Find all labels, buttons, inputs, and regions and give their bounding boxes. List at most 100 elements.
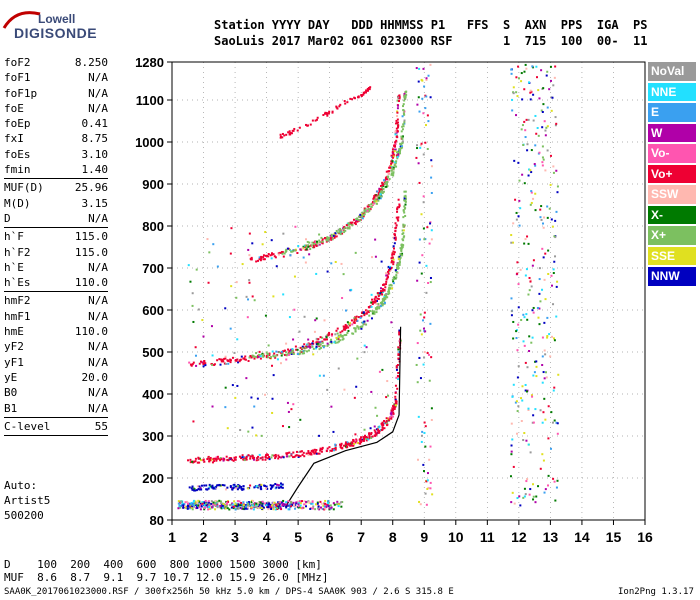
- y-tick-label: 500: [142, 345, 164, 360]
- trace-point: [385, 295, 388, 298]
- trace-point: [355, 318, 358, 321]
- trace-point: [285, 351, 288, 354]
- trace-point: [394, 222, 397, 225]
- noise-point: [532, 259, 535, 262]
- noise-point: [530, 149, 533, 152]
- trace-point: [397, 258, 400, 261]
- es-band-point: [235, 502, 238, 505]
- trace-point: [319, 447, 322, 450]
- background-point: [251, 242, 254, 245]
- trace-point: [374, 296, 377, 299]
- high-trace-point: [314, 119, 317, 122]
- es-band-point: [242, 504, 245, 507]
- trace-point: [281, 455, 284, 458]
- noise-point: [430, 356, 433, 359]
- background-point: [251, 426, 254, 429]
- background-point: [272, 374, 275, 377]
- trace-point: [373, 311, 376, 314]
- noise-point: [542, 371, 545, 374]
- param-value: 8.250: [74, 56, 108, 69]
- trace-point: [368, 204, 371, 207]
- trace-point: [393, 233, 396, 236]
- es-band-point: [330, 506, 333, 509]
- trace-point: [379, 304, 382, 307]
- trace-point: [321, 340, 324, 343]
- es-band-point: [259, 506, 262, 509]
- trace-point: [370, 433, 373, 436]
- noise-point: [510, 453, 513, 456]
- background-point: [353, 396, 356, 399]
- trace-point: [388, 178, 391, 181]
- noise-point: [525, 118, 528, 121]
- trace-point: [309, 346, 312, 349]
- es-band-point: [239, 504, 242, 507]
- x-tick-label: 7: [357, 529, 365, 545]
- trace-point: [394, 398, 397, 401]
- trace-point: [355, 438, 358, 441]
- trace-point: [394, 130, 397, 133]
- trace-point: [242, 506, 245, 509]
- legend-item-nne: NNE: [648, 82, 696, 101]
- es-band-point: [186, 502, 189, 505]
- trace-point: [397, 346, 400, 349]
- trace-point: [395, 224, 398, 227]
- background-point: [271, 364, 274, 367]
- noise-point: [554, 124, 557, 127]
- noise-point: [516, 432, 519, 435]
- es-band-point: [275, 506, 278, 509]
- trace-point: [288, 455, 291, 458]
- trace-point: [398, 100, 401, 103]
- trace-point: [392, 263, 395, 266]
- param-label: foEs: [4, 147, 31, 161]
- noise-point: [526, 143, 529, 146]
- noise-point: [421, 319, 424, 322]
- noise-point: [421, 254, 424, 257]
- trace-point: [383, 422, 386, 425]
- trace-point: [368, 435, 371, 438]
- background-point: [224, 406, 227, 409]
- trace-point: [301, 352, 304, 355]
- trace-point: [262, 258, 265, 261]
- trace-point: [376, 297, 379, 300]
- trace-point: [391, 150, 394, 153]
- trace-point: [278, 351, 281, 354]
- trace-point: [343, 444, 346, 447]
- es-band-point: [308, 501, 311, 504]
- trace-point: [240, 487, 243, 490]
- trace-point: [375, 308, 378, 311]
- high-trace-point: [288, 132, 291, 135]
- background-point: [216, 265, 219, 268]
- trace-point: [297, 456, 300, 459]
- es-band-point: [327, 505, 330, 508]
- trace-point: [371, 303, 374, 306]
- background-point: [227, 362, 230, 365]
- es-band-point: [220, 507, 223, 510]
- trace-point: [262, 254, 265, 257]
- y-tick-label: 600: [142, 303, 164, 318]
- trace-point: [227, 459, 230, 462]
- footer-file-info: SAA0K_2017061023000.RSF / 300fx256h 50 k…: [4, 587, 454, 597]
- es-band-point: [289, 505, 292, 508]
- noise-point: [555, 285, 558, 288]
- es-band-point: [255, 502, 258, 505]
- trace-point: [341, 232, 344, 235]
- noise-point: [515, 91, 518, 94]
- param-value: N/A: [88, 101, 108, 115]
- high-trace-point: [309, 123, 312, 126]
- noise-point: [532, 498, 535, 501]
- noise-point: [516, 376, 519, 379]
- trace-point: [220, 458, 223, 461]
- trace-point: [381, 288, 384, 291]
- trace-point: [402, 103, 405, 106]
- trace-point: [245, 455, 248, 458]
- noise-point: [511, 395, 514, 398]
- trace-point: [398, 206, 401, 209]
- noise-point: [557, 373, 560, 376]
- trace-point: [200, 360, 203, 363]
- noise-point: [427, 486, 430, 489]
- trace-point: [219, 457, 222, 460]
- es-band-point: [246, 501, 249, 504]
- trace-point: [232, 487, 235, 490]
- es-band-point: [323, 502, 326, 505]
- trace-point: [394, 269, 397, 272]
